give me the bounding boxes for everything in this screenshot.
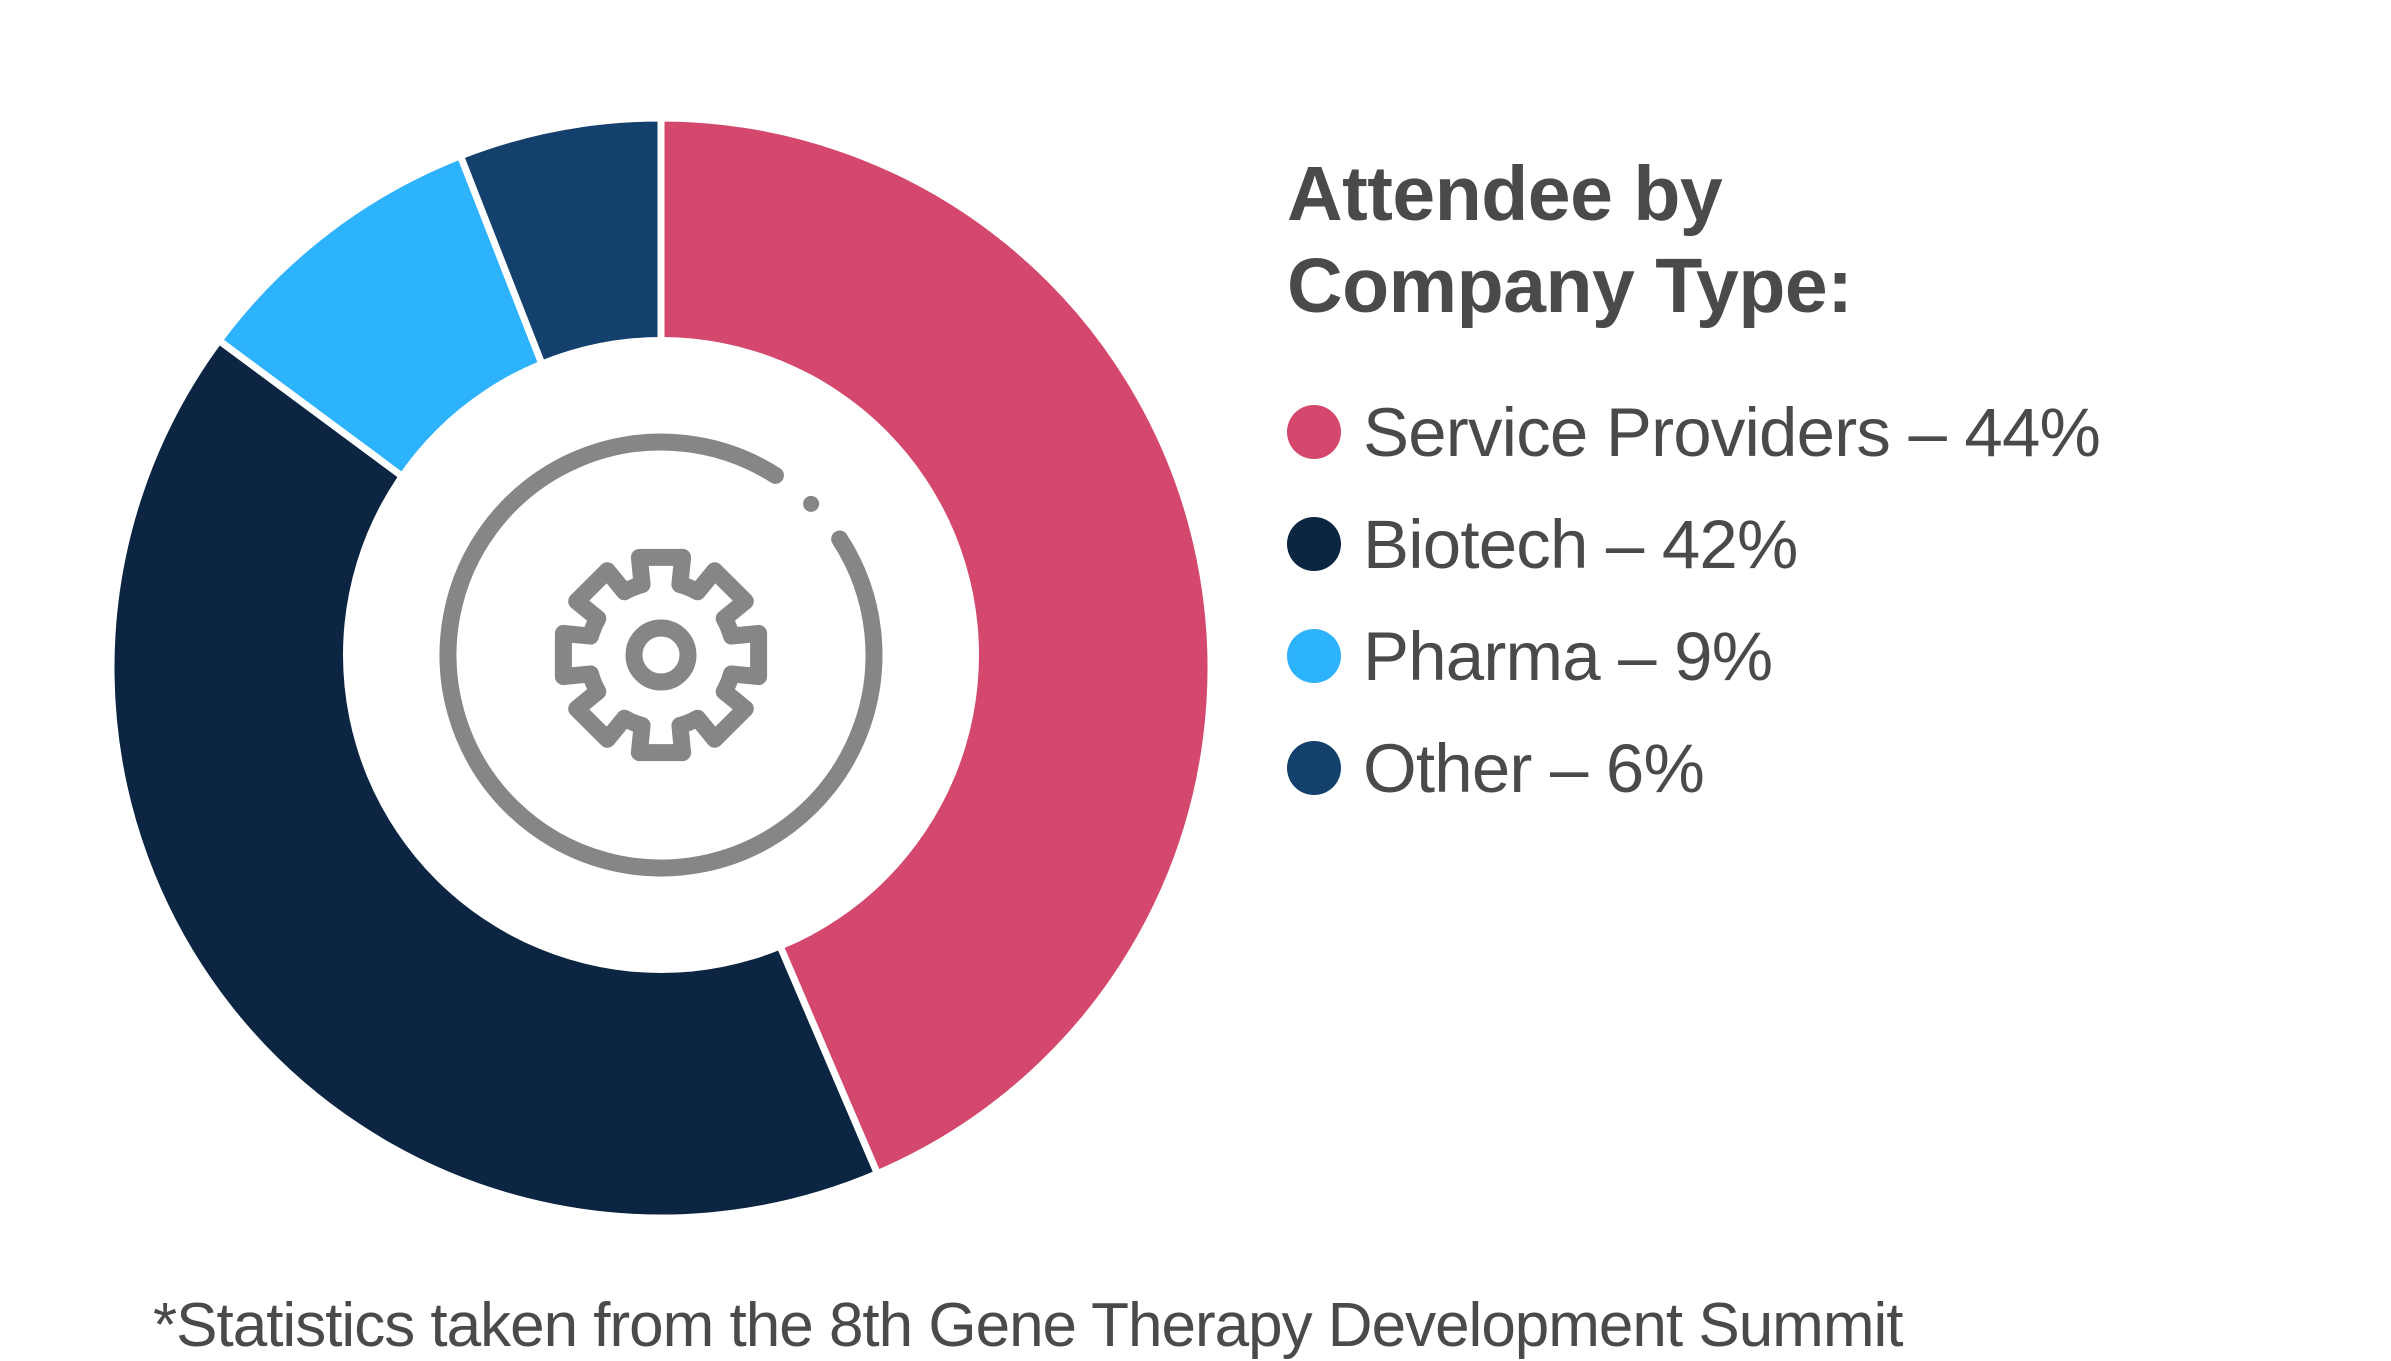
- gear-icon: [439, 433, 883, 877]
- legend-item-service-providers: Service Providers – 44%: [1287, 392, 2101, 472]
- legend-label: Pharma – 9%: [1363, 617, 1773, 695]
- chart-title-line-1: Attendee by: [1287, 151, 1723, 237]
- legend-dot-icon: [1287, 741, 1341, 795]
- legend-label: Other – 6%: [1363, 729, 1705, 807]
- gear-hub: [625, 619, 697, 691]
- chart-title-line-2: Company Type:: [1287, 243, 1853, 329]
- legend-label: Biotech – 42%: [1363, 505, 1798, 583]
- legend-item-pharma: Pharma – 9%: [1287, 616, 1773, 696]
- legend-dot-icon: [1287, 629, 1341, 683]
- legend-item-other: Other – 6%: [1287, 728, 1705, 808]
- ring-arc: [439, 433, 883, 877]
- gear-outline: [554, 548, 768, 762]
- legend-dot-icon: [1287, 405, 1341, 459]
- ring-dot: [803, 495, 820, 512]
- legend-dot-icon: [1287, 517, 1341, 571]
- footnote: *Statistics taken from the 8th Gene Ther…: [153, 1291, 1903, 1360]
- legend-label: Service Providers – 44%: [1363, 393, 2101, 471]
- donut-hole: [343, 337, 979, 973]
- legend-item-biotech: Biotech – 42%: [1287, 504, 1798, 584]
- donut-chart: [111, 118, 1211, 1218]
- chart-title: Attendee by Company Type:: [1287, 148, 1853, 332]
